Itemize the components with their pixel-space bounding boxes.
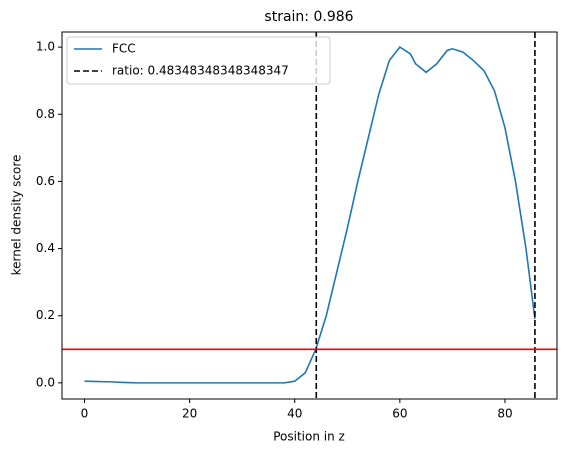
y-tick-label: 0.8 xyxy=(36,107,55,121)
x-axis-label: Position in z xyxy=(273,430,345,444)
legend-label: ratio: 0.48348348348348347 xyxy=(112,64,289,78)
y-tick-label: 0.0 xyxy=(36,375,55,389)
data-line xyxy=(84,46,536,384)
legend-label: FCC xyxy=(112,42,136,56)
x-tick-label: 0 xyxy=(81,407,89,421)
y-tick-label: 0.2 xyxy=(36,308,55,322)
x-tick-label: 60 xyxy=(392,407,407,421)
chart-title: strain: 0.986 xyxy=(264,9,353,25)
x-tick-label: 40 xyxy=(287,407,302,421)
y-tick-label: 0.4 xyxy=(36,241,55,255)
x-tick-label: 80 xyxy=(497,407,512,421)
legend-box xyxy=(66,36,331,85)
y-axis-label: kernel density score xyxy=(10,155,24,276)
x-tick-label: 20 xyxy=(182,407,197,421)
y-tick-label: 0.6 xyxy=(36,174,55,188)
plot-frame xyxy=(61,31,558,400)
y-tick-label: 1.0 xyxy=(36,40,55,54)
